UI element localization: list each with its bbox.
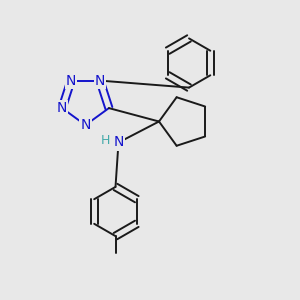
Text: N: N [95,74,105,88]
Text: N: N [80,118,91,132]
Text: N: N [113,136,124,149]
Text: N: N [66,74,76,88]
Text: N: N [57,101,67,115]
Text: H: H [100,134,110,148]
